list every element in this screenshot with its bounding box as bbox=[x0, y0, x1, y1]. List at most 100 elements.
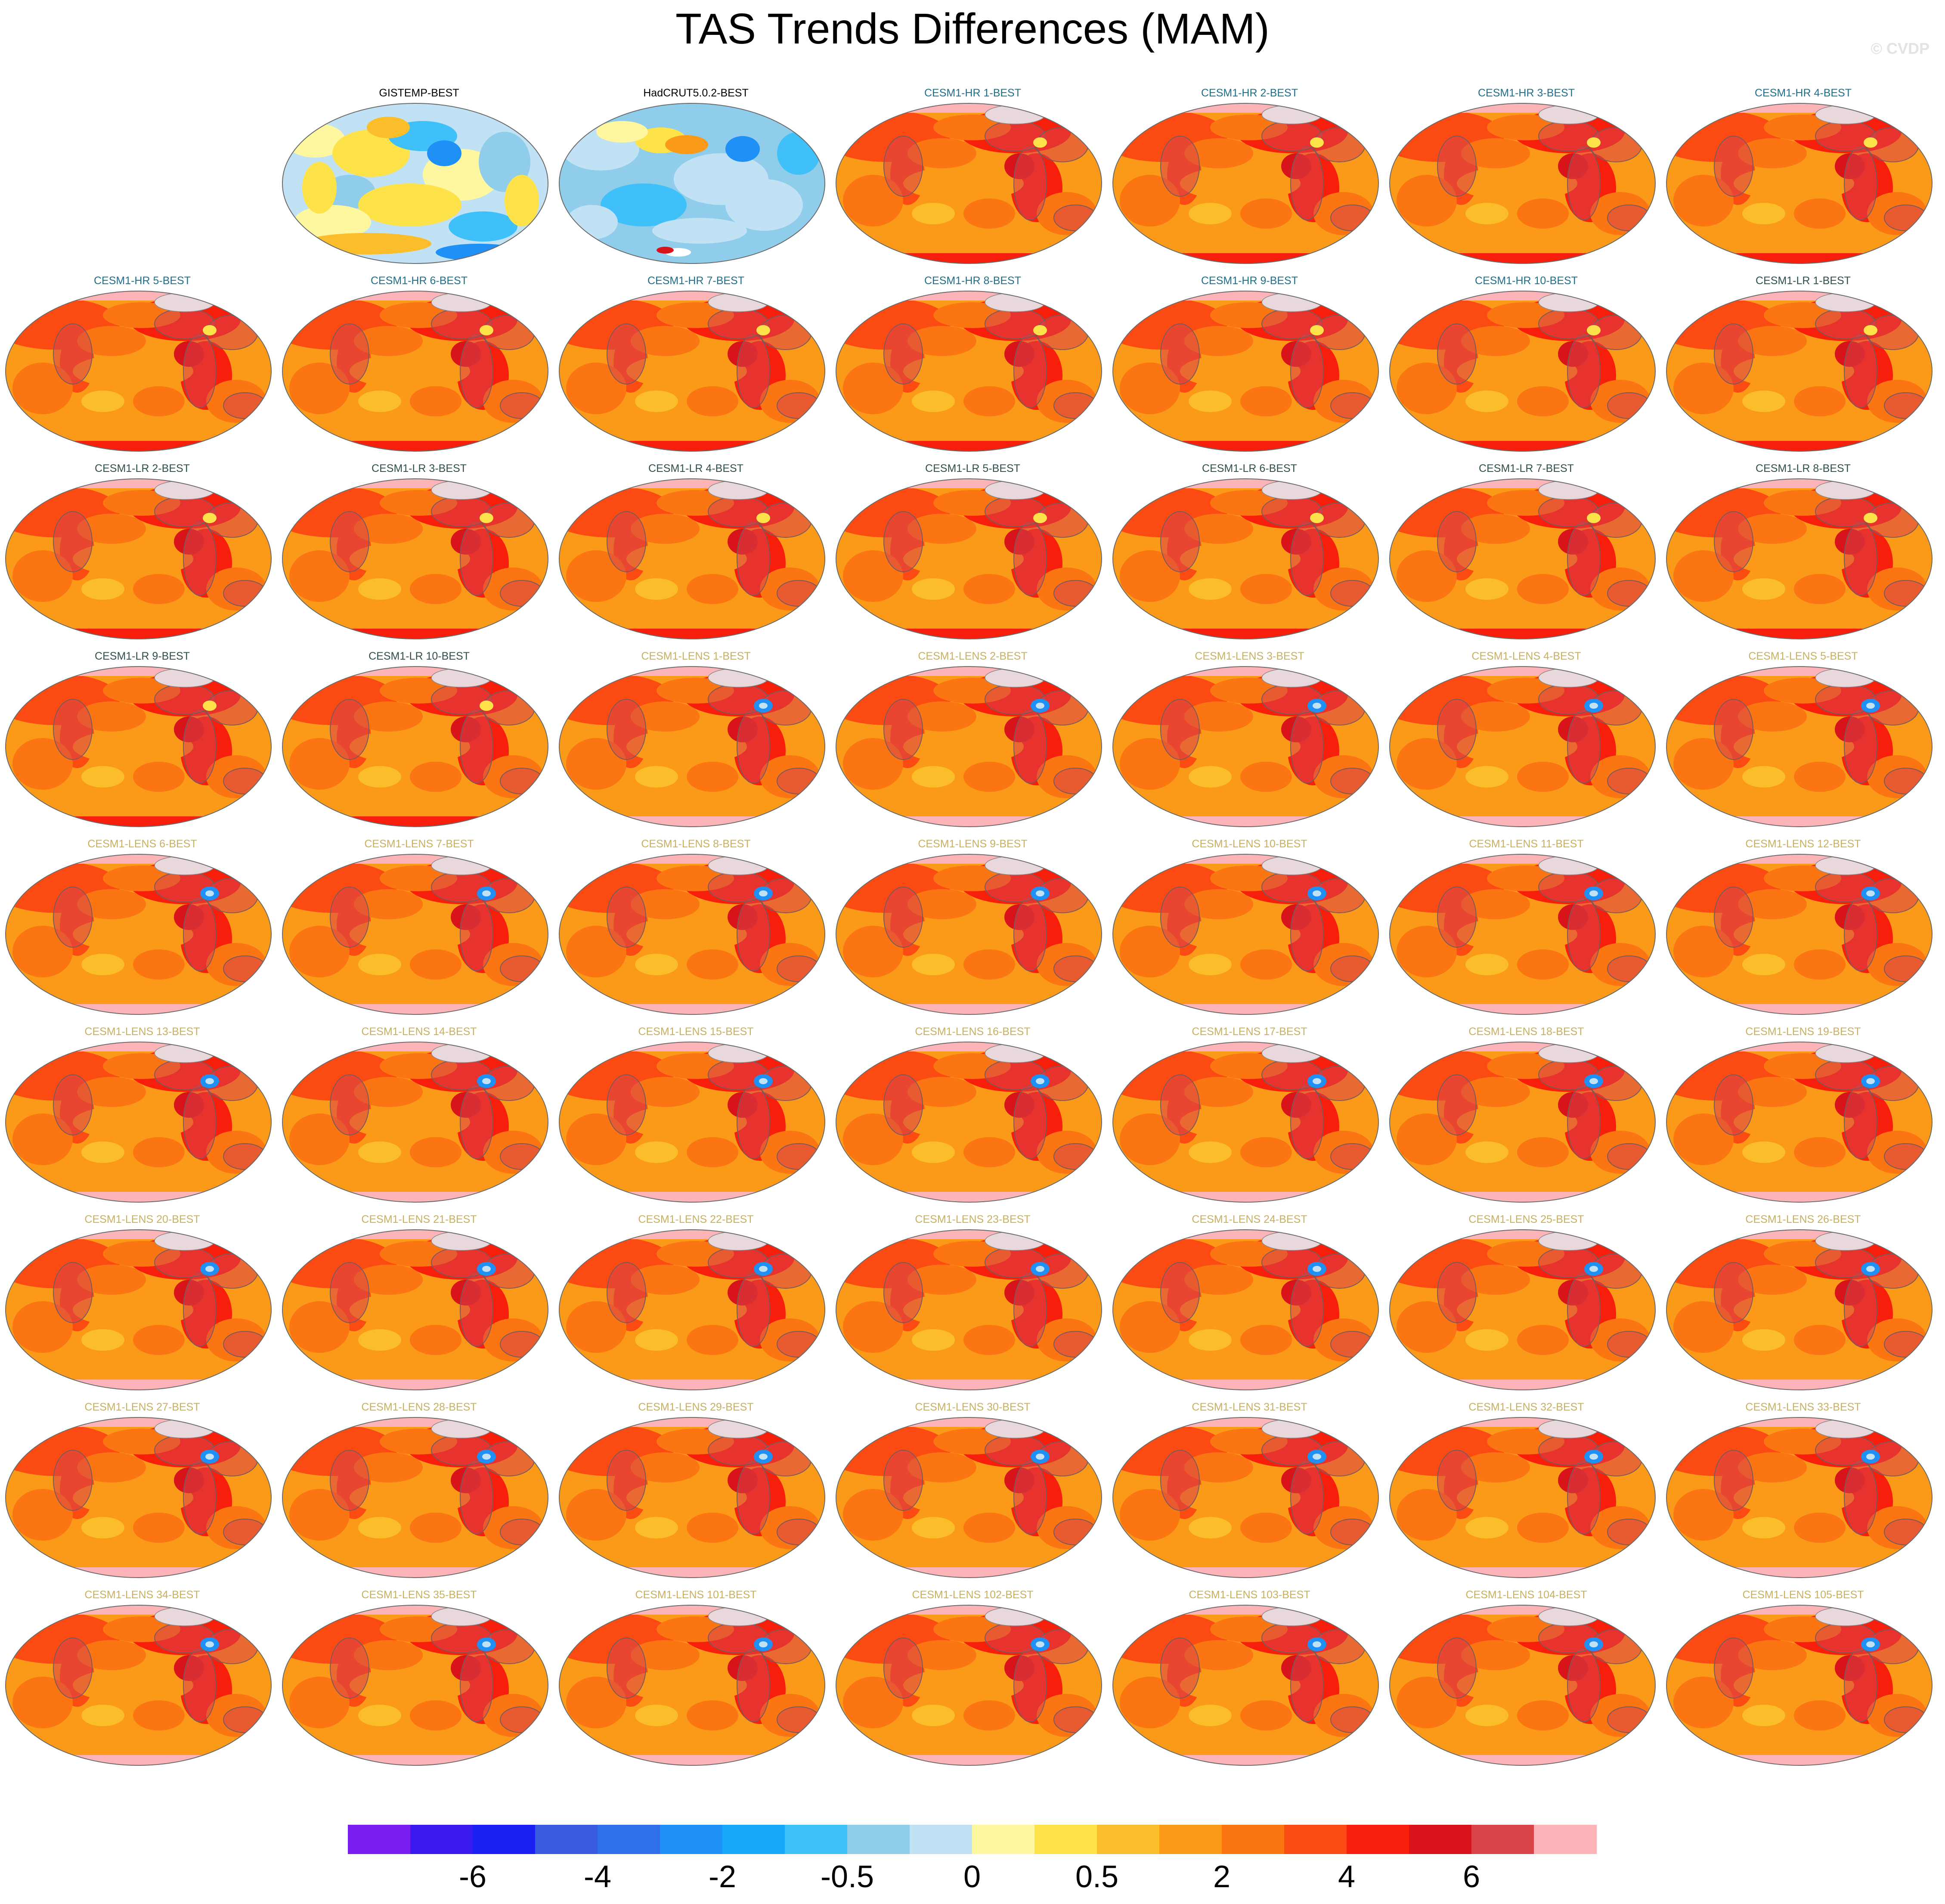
trend-region bbox=[358, 766, 401, 788]
trend-region bbox=[1184, 1077, 1253, 1107]
atlantic-warm-spot bbox=[1310, 513, 1324, 523]
world-map bbox=[1666, 1229, 1933, 1390]
atlantic-warm-spot bbox=[1864, 325, 1877, 335]
trend-region bbox=[1180, 1480, 1301, 1515]
land-outline bbox=[1844, 522, 1877, 596]
atlantic-cold-spot-core bbox=[759, 1454, 768, 1460]
atlantic-cold-spot-core bbox=[759, 1078, 768, 1084]
trend-region bbox=[1738, 1077, 1807, 1107]
map-field bbox=[559, 291, 825, 451]
world-map bbox=[559, 854, 825, 1015]
world-map bbox=[1112, 1229, 1379, 1390]
trend-region bbox=[687, 386, 738, 416]
land-outline bbox=[53, 1074, 93, 1135]
land-outline bbox=[183, 1273, 217, 1347]
map-border bbox=[5, 478, 272, 639]
world-map bbox=[5, 1605, 272, 1766]
map-field bbox=[6, 291, 271, 451]
land-outline bbox=[460, 522, 493, 596]
trend-region bbox=[912, 578, 955, 600]
land-outline bbox=[1567, 1273, 1601, 1347]
atlantic-warm-spot bbox=[1033, 513, 1047, 523]
map-field bbox=[836, 1042, 1102, 1202]
map-field bbox=[282, 1042, 548, 1202]
trend-region bbox=[1465, 1517, 1508, 1538]
land-outline bbox=[1607, 768, 1651, 794]
trend-region bbox=[77, 1077, 146, 1107]
colorbar-tick-label: -6 bbox=[458, 1860, 487, 1894]
world-map bbox=[836, 1417, 1102, 1578]
atlantic-cold-spot-core bbox=[1866, 1078, 1875, 1084]
colorbar-tick-label: 2 bbox=[1213, 1860, 1231, 1894]
map-panel: CESM1-LR 9-BEST bbox=[4, 648, 281, 827]
panel-title: CESM1-LENS 34-BEST bbox=[84, 1589, 200, 1601]
panel-title: CESM1-LENS 17-BEST bbox=[1192, 1026, 1307, 1038]
world-map bbox=[5, 291, 272, 452]
trend-region bbox=[1742, 391, 1785, 412]
trend-region bbox=[332, 130, 410, 177]
atlantic-warm-spot bbox=[480, 513, 493, 523]
trend-region bbox=[566, 738, 626, 790]
atlantic-warm-spot bbox=[1587, 513, 1601, 523]
world-map bbox=[1666, 666, 1933, 827]
land-outline bbox=[883, 699, 923, 760]
map-border bbox=[559, 1417, 825, 1578]
land-outline bbox=[223, 1706, 267, 1733]
trend-region bbox=[631, 1452, 700, 1482]
trend-region bbox=[294, 205, 371, 239]
panel-title: CESM1-LENS 103-BEST bbox=[1189, 1589, 1310, 1601]
land-outline bbox=[1160, 511, 1200, 572]
trend-region bbox=[1120, 738, 1180, 790]
panel-title: CESM1-HR 9-BEST bbox=[1201, 275, 1298, 287]
trend-region bbox=[1120, 175, 1180, 226]
land-outline bbox=[883, 1637, 923, 1699]
land-outline bbox=[223, 1331, 267, 1358]
colorbar-swatch bbox=[1222, 1825, 1285, 1854]
world-map bbox=[1112, 854, 1379, 1015]
trend-region bbox=[1742, 578, 1785, 600]
trend-region bbox=[631, 514, 700, 544]
trend-region bbox=[1120, 1113, 1180, 1165]
trend-region bbox=[73, 1668, 193, 1702]
land-outline bbox=[500, 1331, 544, 1358]
map-field bbox=[836, 1417, 1102, 1578]
land-outline bbox=[1567, 334, 1601, 408]
world-map bbox=[5, 1042, 272, 1203]
world-map bbox=[1389, 103, 1656, 264]
map-border bbox=[1112, 1042, 1379, 1203]
trend-region bbox=[1465, 954, 1508, 975]
map-border bbox=[5, 666, 272, 827]
map-border bbox=[1666, 666, 1933, 827]
trend-region bbox=[77, 1640, 146, 1670]
trend-region bbox=[354, 1452, 423, 1482]
trend-region bbox=[1738, 514, 1807, 544]
atlantic-cold-spot-core bbox=[1313, 890, 1321, 896]
map-border bbox=[282, 1605, 548, 1766]
world-map bbox=[836, 291, 1102, 452]
map-panel: CESM1-LR 10-BEST bbox=[281, 648, 557, 827]
atlantic-warm-spot bbox=[1033, 325, 1047, 335]
trend-region bbox=[354, 1265, 423, 1295]
trend-region bbox=[1738, 1640, 1807, 1670]
atlantic-cold-spot-core bbox=[1589, 890, 1598, 896]
map-field bbox=[282, 103, 548, 264]
trend-region bbox=[1461, 138, 1530, 168]
panel-title: CESM1-LENS 15-BEST bbox=[638, 1026, 754, 1038]
map-field bbox=[6, 1417, 271, 1578]
map-panel: CESM1-LR 3-BEST bbox=[281, 461, 557, 639]
land-outline bbox=[460, 1085, 493, 1159]
world-map bbox=[1666, 291, 1933, 452]
land-outline bbox=[1884, 1706, 1928, 1733]
map-field bbox=[559, 854, 825, 1014]
trend-region bbox=[687, 1700, 738, 1730]
atlantic-cold-spot-core bbox=[759, 703, 768, 709]
map-field bbox=[1666, 1042, 1932, 1202]
land-outline bbox=[223, 1143, 267, 1170]
panel-title: CESM1-LENS 8-BEST bbox=[641, 838, 751, 850]
trend-region bbox=[1742, 954, 1785, 975]
trend-region bbox=[1189, 203, 1232, 224]
colorbar: -6 -4 -2 -0.5 0 0.5 2 4 6 bbox=[348, 1825, 1597, 1894]
trend-region bbox=[907, 1640, 976, 1670]
trend-region bbox=[1465, 766, 1508, 788]
